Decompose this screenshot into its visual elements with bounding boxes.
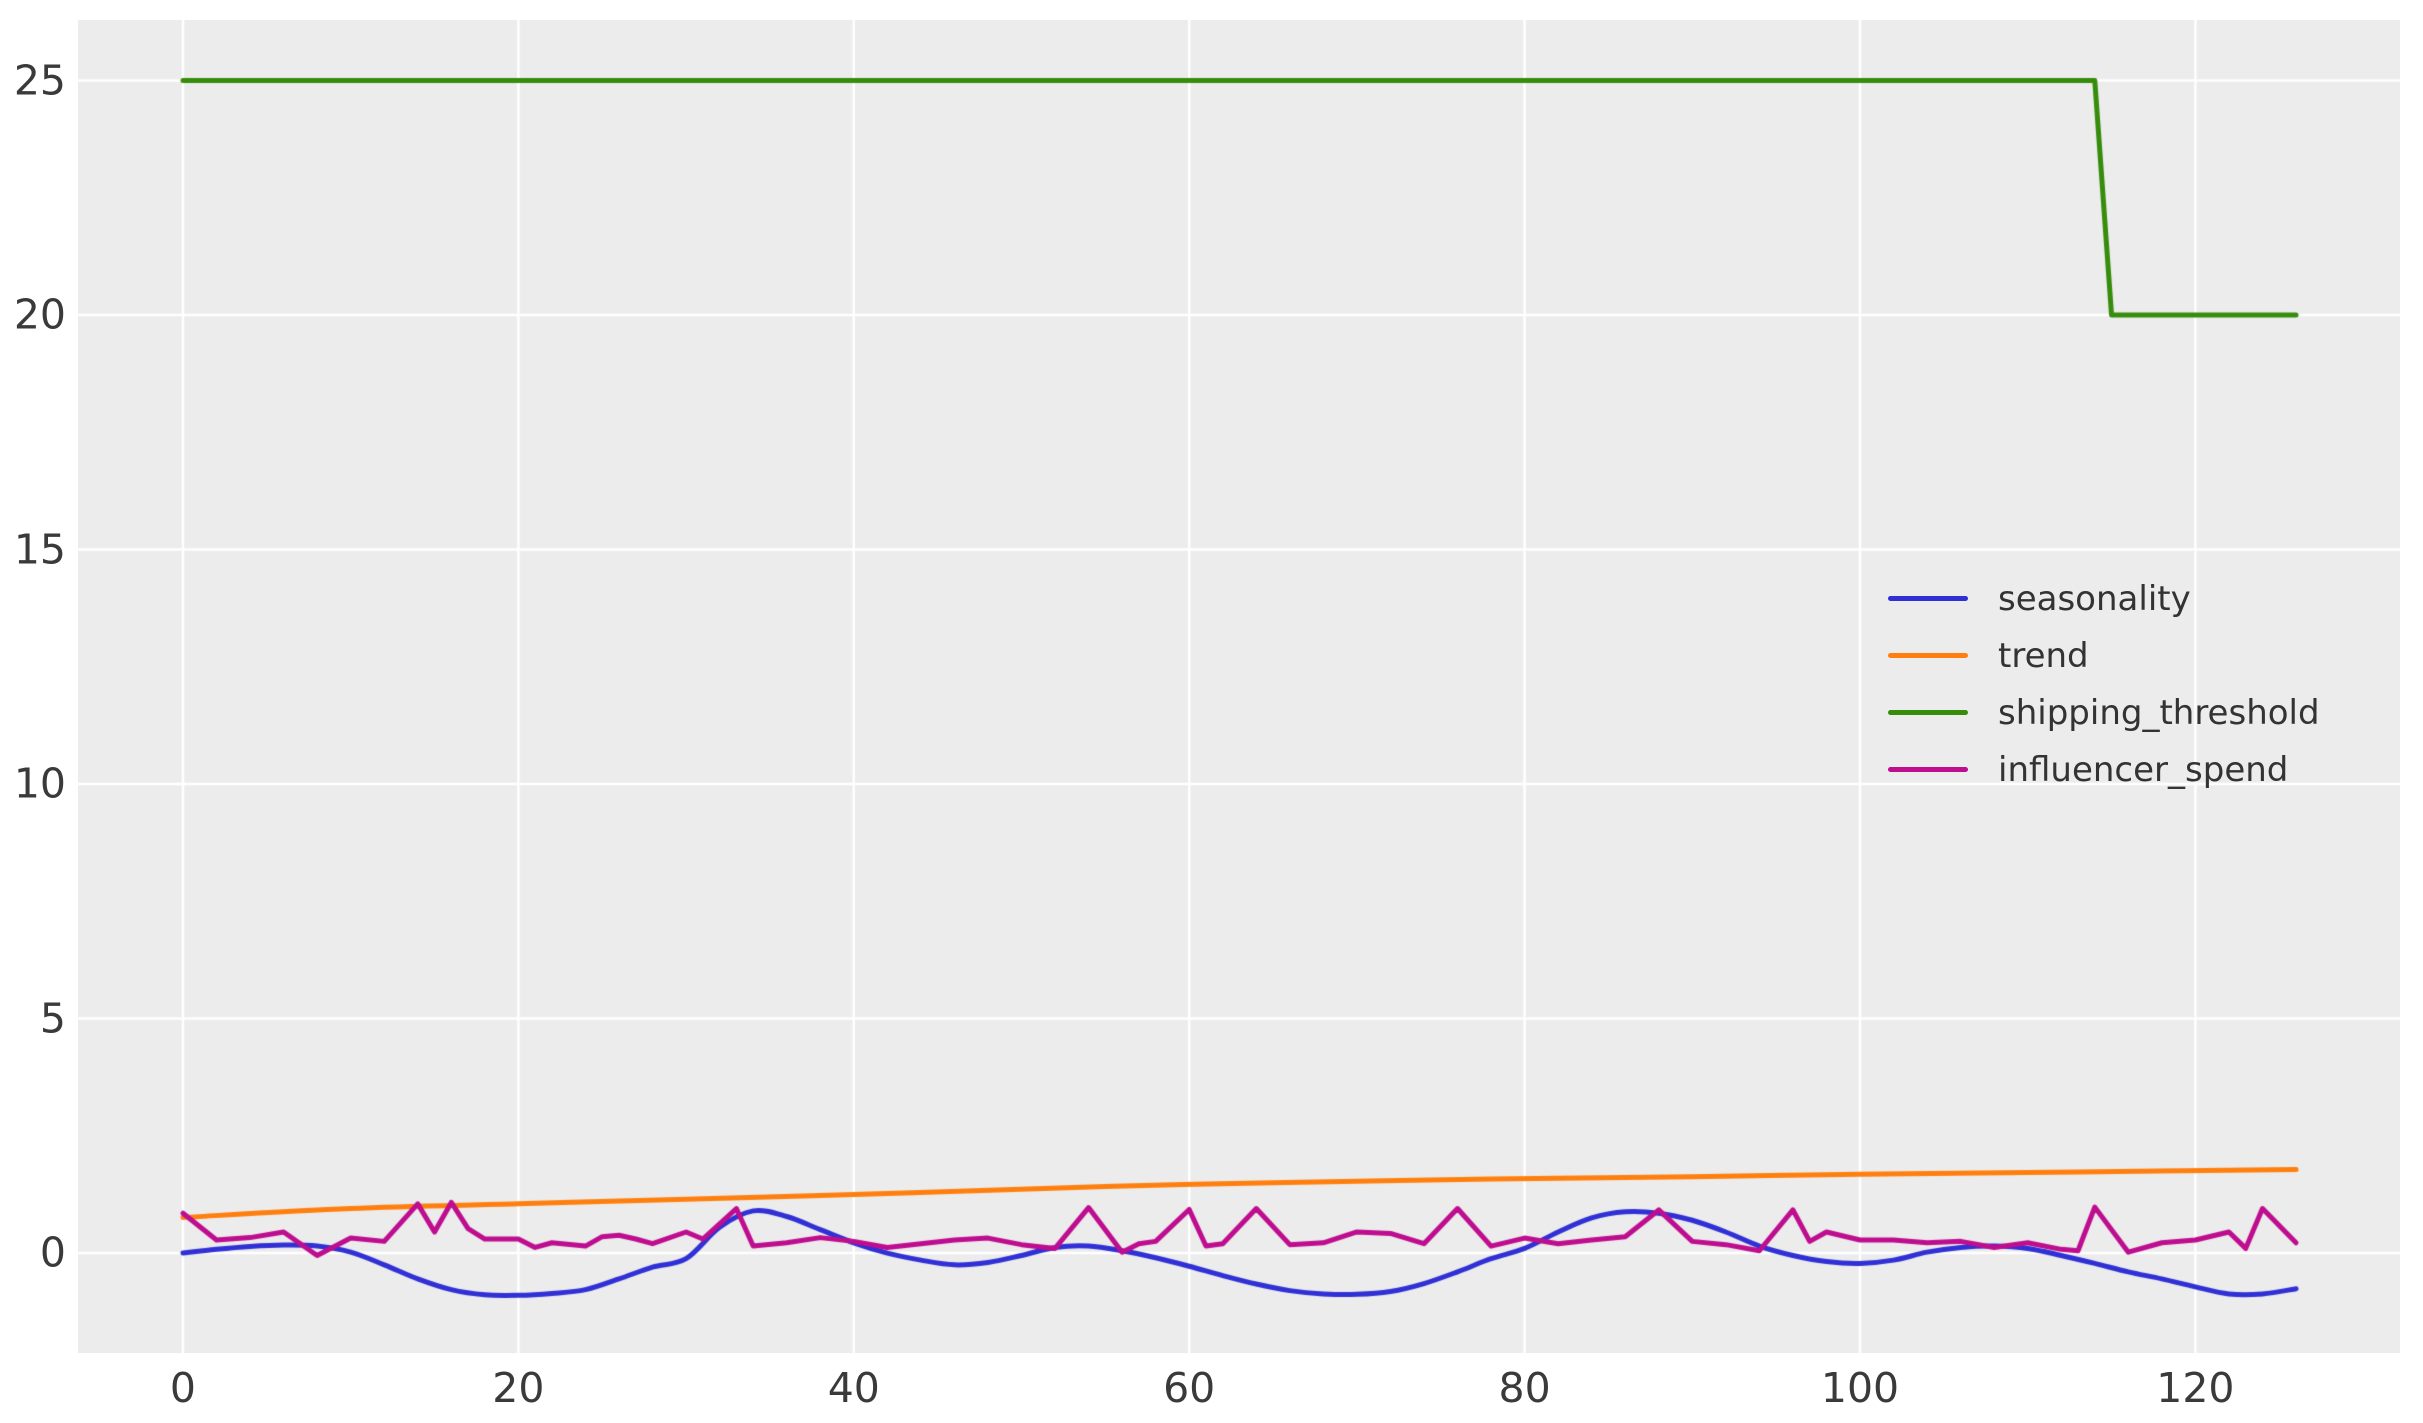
legend-item-seasonality: seasonality [1888,570,2320,627]
x-tick-label: 120 [2156,1364,2235,1412]
plot-area [78,20,2400,1353]
legend-item-shipping_threshold: shipping_threshold [1888,684,2320,741]
x-tick-label: 100 [1820,1364,1900,1412]
y-tick-label: 15 [13,525,66,574]
legend-line-swatch [1888,710,1968,715]
x-tick-label: 40 [827,1364,880,1412]
legend-item-trend: trend [1888,627,2320,684]
x-tick-label: 80 [1498,1364,1551,1412]
x-tick-label: 20 [492,1364,545,1412]
x-tick-label: 0 [169,1364,197,1412]
legend-item-influencer_spend: influencer_spend [1888,741,2320,798]
y-tick-label: 10 [13,759,66,808]
legend-label: shipping_threshold [1998,692,2320,733]
legend-label: influencer_spend [1998,749,2289,790]
y-tick-label: 0 [39,1228,66,1277]
x-tick-label: 60 [1163,1364,1216,1412]
legend-line-swatch [1888,596,1968,601]
legend-line-swatch [1888,767,1968,772]
legend-line-swatch [1888,653,1968,658]
y-tick-label: 20 [13,290,66,339]
y-tick-label: 5 [39,994,66,1043]
y-tick-label: 25 [13,56,66,104]
legend-label: trend [1998,635,2089,676]
legend-label: seasonality [1998,578,2191,619]
